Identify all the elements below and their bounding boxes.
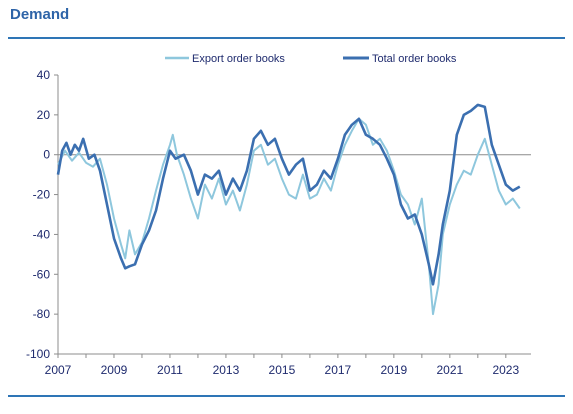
y-tick-label: -20 (33, 188, 51, 202)
y-tick-label: -80 (33, 307, 51, 321)
x-tick-label: 2015 (269, 363, 296, 377)
series-line-export (57, 117, 521, 316)
x-tick-label: 2009 (101, 363, 128, 377)
top-rule (8, 37, 565, 39)
bottom-rule (8, 395, 565, 397)
series-line-total (56, 103, 521, 286)
y-tick-label: 0 (43, 148, 50, 162)
chart-title: Demand (10, 6, 70, 23)
x-tick-label: 2017 (325, 363, 352, 377)
legend-total-label: Total order books (372, 53, 457, 65)
y-tick-label: -100 (26, 347, 50, 361)
y-tick-label: -40 (33, 227, 51, 241)
y-tick-label: -60 (33, 267, 51, 281)
x-tick-label: 2019 (381, 363, 408, 377)
x-tick-label: 2011 (157, 363, 183, 377)
x-tick-label: 2007 (45, 363, 72, 377)
x-tick-label: 2013 (213, 363, 240, 377)
series-layer (56, 103, 521, 316)
legend-export-label: Export order books (192, 53, 285, 65)
y-tick-label: 40 (37, 68, 51, 82)
x-tick-label: 2023 (492, 363, 519, 377)
x-tick-label: 2021 (436, 363, 463, 377)
legend: Export order books Total order books (165, 53, 457, 65)
y-tick-label: 20 (37, 108, 51, 122)
axes-layer: 40 20 0 -20 -40 -60 -80 -100 2007 2009 2011 2013 201… (26, 68, 531, 377)
